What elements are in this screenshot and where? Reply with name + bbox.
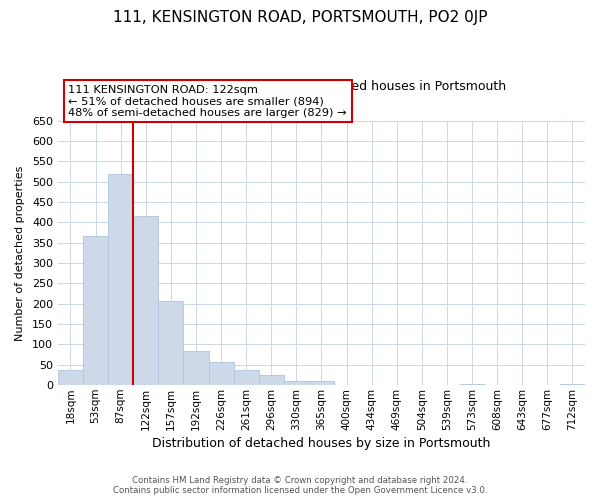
- Title: Size of property relative to detached houses in Portsmouth: Size of property relative to detached ho…: [137, 80, 506, 93]
- Text: 111, KENSINGTON ROAD, PORTSMOUTH, PO2 0JP: 111, KENSINGTON ROAD, PORTSMOUTH, PO2 0J…: [113, 10, 487, 25]
- Text: Contains HM Land Registry data © Crown copyright and database right 2024.
Contai: Contains HM Land Registry data © Crown c…: [113, 476, 487, 495]
- Bar: [460, 384, 485, 385]
- Bar: [158, 301, 184, 385]
- Bar: [58, 370, 83, 385]
- Bar: [233, 370, 259, 385]
- Bar: [133, 216, 158, 385]
- Bar: [83, 236, 108, 385]
- Bar: [184, 352, 209, 385]
- Text: 111 KENSINGTON ROAD: 122sqm
← 51% of detached houses are smaller (894)
48% of se: 111 KENSINGTON ROAD: 122sqm ← 51% of det…: [68, 84, 347, 118]
- Bar: [560, 384, 585, 385]
- Y-axis label: Number of detached properties: Number of detached properties: [15, 165, 25, 340]
- Bar: [259, 376, 284, 385]
- Bar: [108, 174, 133, 385]
- Bar: [209, 362, 233, 385]
- Bar: [309, 381, 334, 385]
- Bar: [284, 381, 309, 385]
- X-axis label: Distribution of detached houses by size in Portsmouth: Distribution of detached houses by size …: [152, 437, 491, 450]
